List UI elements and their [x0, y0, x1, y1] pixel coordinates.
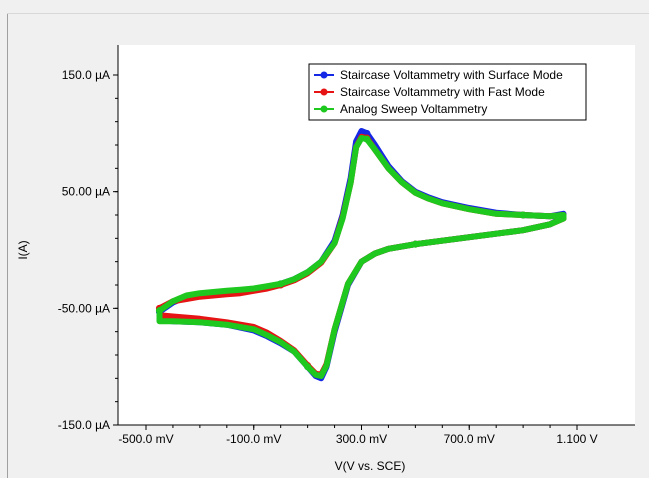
left-frame-border [7, 13, 8, 478]
x-tick-label: -500.0 mV [118, 432, 173, 446]
x-tick-label: -100.0 mV [226, 432, 281, 446]
legend-label: Analog Sweep Voltammetry [340, 102, 487, 116]
series-2 [155, 135, 567, 379]
legend-label: Staircase Voltammetry with Surface Mode [340, 68, 563, 82]
y-tick-label: -150.0 µA [58, 418, 110, 432]
series-marker [277, 280, 285, 288]
series-marker [363, 135, 371, 143]
series-marker [155, 307, 163, 315]
legend-swatch-marker [320, 71, 328, 79]
legend-swatch-marker [320, 105, 328, 113]
x-tick-label: 300.0 mV [336, 432, 387, 446]
series-marker [411, 240, 419, 248]
x-tick-label: 700.0 mV [444, 432, 495, 446]
y-tick-label: 50.00 µA [62, 185, 110, 199]
legend: Staircase Voltammetry with Surface Mode S… [308, 63, 587, 121]
series-layer [155, 128, 567, 382]
legend-label: Staircase Voltammetry with Fast Mode [340, 85, 545, 99]
series-marker [519, 211, 527, 219]
legend-box [308, 63, 587, 121]
y-tick-label: -50.00 µA [58, 301, 110, 315]
x-tick-label: 1.100 V [556, 432, 597, 446]
legend-swatch-marker [320, 88, 328, 96]
y-axis-title: I(A) [16, 240, 30, 259]
axes-layer: 150.0 µA 50.00 µA -50.00 µA -150.0 µA -500.0… [58, 45, 635, 446]
top-frame-border [7, 13, 649, 14]
series-marker [304, 363, 312, 371]
x-axis-title: V(V vs. SCE) [335, 459, 406, 473]
y-tick-label: 150.0 µA [62, 68, 110, 82]
